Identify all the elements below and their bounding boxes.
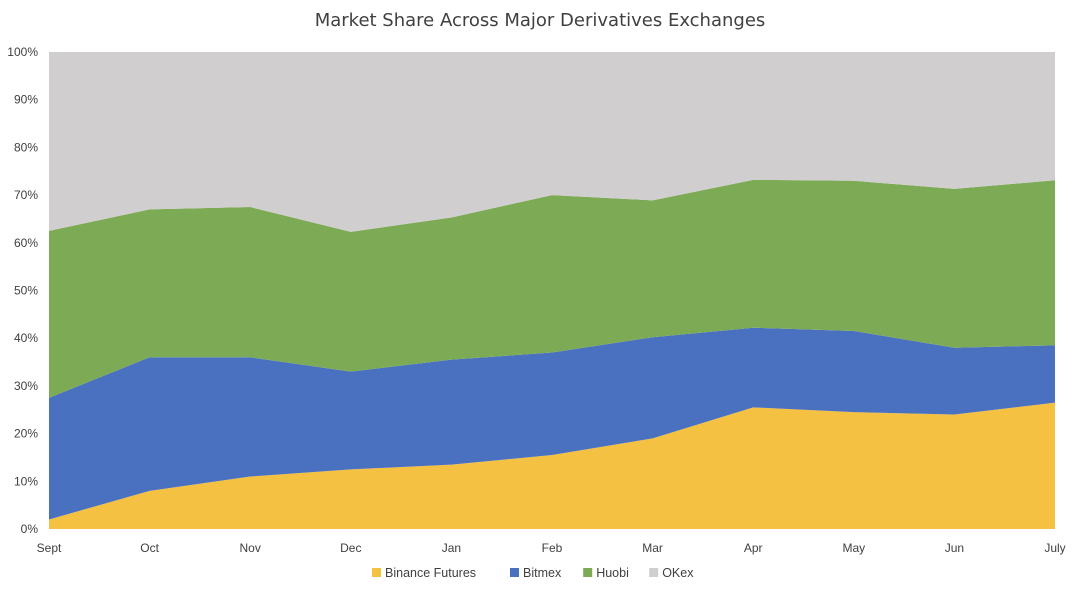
y-tick-label: 30% <box>14 379 38 393</box>
x-tick-label: Mar <box>642 541 663 555</box>
x-tick-label: Oct <box>140 541 159 555</box>
x-tick-label: Dec <box>340 541 361 555</box>
x-axis: Sept Oct Nov Dec Jan Feb Mar Apr May Jun July <box>37 541 1066 555</box>
legend: Binance Futures Bitmex Huobi OKex <box>372 566 694 580</box>
y-tick-label: 10% <box>14 474 38 488</box>
y-tick-label: 60% <box>14 236 38 250</box>
area-binance-futures <box>49 402 1055 529</box>
y-tick-label: 100% <box>7 45 38 59</box>
legend-swatch-huobi <box>583 568 593 577</box>
legend-label-okex: OKex <box>662 566 694 580</box>
legend-label-binance-futures: Binance Futures <box>385 566 476 580</box>
x-tick-label: Apr <box>744 541 763 555</box>
y-tick-label: 70% <box>14 188 38 202</box>
area-okex <box>49 52 1055 232</box>
y-tick-label: 40% <box>14 331 38 345</box>
legend-swatch-binance-futures <box>372 568 381 577</box>
legend-swatch-okex <box>649 568 659 577</box>
x-tick-label: Sept <box>37 541 62 555</box>
legend-label-bitmex: Bitmex <box>523 566 562 580</box>
x-tick-label: Feb <box>542 541 563 555</box>
legend-label-huobi: Huobi <box>596 566 629 580</box>
chart-title: Market Share Across Major Derivatives Ex… <box>315 10 766 31</box>
x-tick-label: Jun <box>945 541 964 555</box>
x-tick-label: Nov <box>240 541 261 555</box>
area-bitmex <box>49 327 1055 520</box>
x-tick-label: Jan <box>442 541 461 555</box>
x-tick-label: May <box>842 541 865 555</box>
y-axis: 0% 10% 20% 30% 40% 50% 60% 70% 80% 90% 100% <box>7 45 38 536</box>
y-tick-label: 90% <box>14 93 38 107</box>
y-tick-label: 0% <box>21 522 39 536</box>
y-tick-label: 50% <box>14 284 38 298</box>
area-huobi <box>49 179 1055 398</box>
x-tick-label: July <box>1044 541 1065 555</box>
legend-swatch-bitmex <box>510 568 519 577</box>
y-tick-label: 80% <box>14 140 38 154</box>
y-tick-label: 20% <box>14 427 38 441</box>
area-layer <box>49 52 1055 529</box>
